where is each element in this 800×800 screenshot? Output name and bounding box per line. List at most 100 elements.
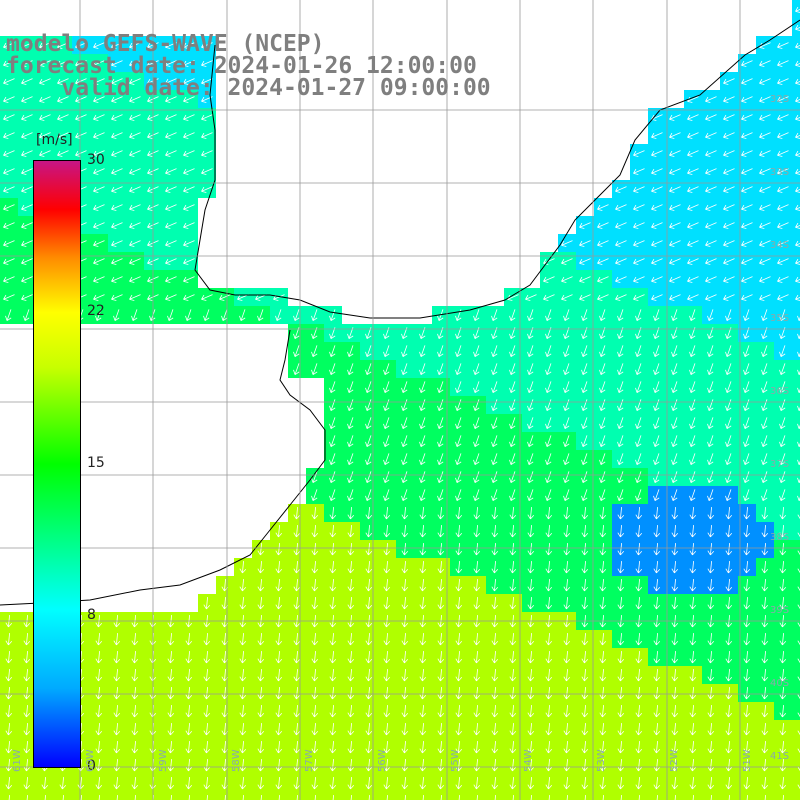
wind-arrow bbox=[3, 114, 15, 121]
wind-arrow bbox=[203, 722, 211, 736]
field-cell bbox=[792, 774, 800, 792]
wind-arrow bbox=[707, 650, 715, 664]
coastline-south bbox=[0, 329, 326, 606]
wind-arrow bbox=[725, 506, 733, 520]
wind-arrow bbox=[275, 596, 283, 610]
wind-arrow bbox=[509, 632, 517, 646]
wind-arrow bbox=[3, 132, 15, 139]
wind-arrow bbox=[617, 740, 625, 754]
colorbar bbox=[33, 160, 81, 768]
field-cell bbox=[594, 792, 612, 800]
wind-arrow bbox=[21, 276, 33, 283]
wind-arrow bbox=[311, 596, 319, 610]
wind-arrow bbox=[293, 686, 301, 700]
wind-arrow bbox=[599, 722, 607, 736]
wind-arrow bbox=[365, 363, 372, 375]
wind-arrow bbox=[725, 435, 732, 447]
lat-label: 39S bbox=[770, 605, 790, 616]
wind-arrow bbox=[651, 294, 663, 301]
wind-arrow bbox=[183, 132, 195, 139]
wind-arrow bbox=[599, 471, 606, 483]
wind-arrow bbox=[185, 758, 193, 772]
wind-arrow bbox=[167, 309, 174, 321]
wind-arrow bbox=[183, 60, 195, 67]
field-cell bbox=[468, 792, 486, 800]
wind-arrow bbox=[401, 686, 409, 700]
wind-arrow bbox=[167, 650, 175, 664]
field-cell bbox=[108, 792, 126, 800]
wind-arrow bbox=[39, 42, 51, 49]
wind-arrow bbox=[705, 294, 717, 301]
wind-arrow bbox=[707, 399, 714, 411]
wind-arrow bbox=[437, 668, 445, 682]
wind-arrow bbox=[653, 363, 660, 375]
wind-arrow bbox=[419, 596, 427, 610]
wind-arrow bbox=[527, 524, 535, 538]
wind-arrow bbox=[3, 258, 15, 265]
wind-arrow bbox=[561, 294, 573, 301]
wind-arrow bbox=[111, 204, 123, 211]
wind-arrow bbox=[527, 650, 535, 664]
wind-arrow bbox=[579, 240, 591, 247]
wind-arrow bbox=[203, 776, 211, 790]
wind-arrow bbox=[347, 489, 354, 501]
wind-arrow bbox=[329, 722, 337, 736]
colorbar-tick-22: 22 bbox=[87, 303, 105, 319]
wind-arrow bbox=[365, 740, 373, 754]
wind-arrow bbox=[743, 578, 751, 592]
wind-arrow bbox=[257, 596, 265, 610]
wind-arrow bbox=[723, 132, 735, 139]
field-cell bbox=[792, 522, 800, 540]
wind-arrow bbox=[633, 294, 645, 301]
wind-arrow bbox=[93, 240, 105, 247]
wind-arrow bbox=[725, 632, 733, 646]
wind-arrow bbox=[473, 722, 481, 736]
wind-arrow bbox=[741, 60, 753, 67]
wind-arrow bbox=[705, 258, 717, 265]
wind-arrow bbox=[545, 506, 553, 520]
wind-arrow bbox=[723, 294, 735, 301]
wind-arrow bbox=[401, 489, 408, 501]
wind-arrow bbox=[525, 294, 537, 301]
wind-arrow bbox=[23, 650, 31, 664]
wind-arrow bbox=[401, 578, 409, 592]
wind-arrow bbox=[347, 524, 355, 538]
wind-arrow bbox=[329, 776, 337, 790]
wind-arrow bbox=[617, 722, 625, 736]
wind-arrow bbox=[275, 578, 283, 592]
wind-arrow bbox=[437, 758, 445, 772]
wind-arrow bbox=[419, 776, 427, 790]
wind-arrow bbox=[491, 578, 499, 592]
wind-arrow bbox=[5, 668, 13, 682]
wind-arrow bbox=[653, 309, 660, 321]
lon-label: 60W bbox=[85, 749, 96, 772]
wind-arrow bbox=[653, 776, 661, 790]
wind-arrow bbox=[599, 489, 606, 501]
wind-arrow bbox=[689, 453, 696, 465]
field-cell bbox=[792, 126, 800, 144]
wind-arrow bbox=[671, 435, 678, 447]
field-cell bbox=[522, 792, 540, 800]
wind-arrow bbox=[491, 506, 499, 520]
field-cell bbox=[792, 234, 800, 252]
wind-arrow bbox=[671, 309, 678, 321]
wind-arrow bbox=[671, 596, 679, 610]
wind-arrow bbox=[743, 686, 751, 700]
wind-arrow bbox=[725, 363, 732, 375]
wind-arrow bbox=[365, 668, 373, 682]
wind-arrow bbox=[95, 758, 103, 772]
wind-arrow bbox=[311, 758, 319, 772]
wind-arrow bbox=[725, 596, 733, 610]
wind-arrow bbox=[165, 168, 177, 175]
wind-arrow bbox=[653, 758, 661, 772]
wind-arrow bbox=[617, 399, 624, 411]
wind-arrow bbox=[635, 596, 643, 610]
wind-arrow bbox=[293, 704, 301, 718]
wind-arrow bbox=[671, 471, 678, 483]
wind-arrow bbox=[329, 578, 337, 592]
field-cell bbox=[792, 576, 800, 594]
wind-arrow bbox=[509, 381, 516, 393]
wind-arrow bbox=[183, 276, 195, 283]
wind-arrow bbox=[723, 240, 735, 247]
wind-arrow bbox=[473, 650, 481, 664]
